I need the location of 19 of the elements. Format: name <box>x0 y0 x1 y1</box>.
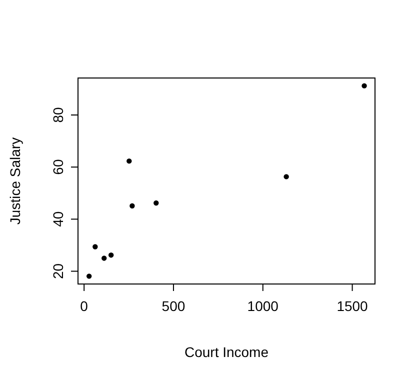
x-tick-label: 0 <box>80 298 88 314</box>
point <box>130 203 135 208</box>
point <box>154 200 159 206</box>
x-tick-label: 1000 <box>247 298 279 314</box>
y-tick-label: 60 <box>50 159 66 175</box>
x-tick-label: 500 <box>162 298 186 314</box>
point <box>102 256 107 261</box>
x-tick-label: 1500 <box>336 298 368 314</box>
y-axis-title: Justice Salary <box>7 137 23 225</box>
point <box>284 174 289 180</box>
y-tick-label: 80 <box>50 106 66 123</box>
x-axis-title: Court Income <box>184 344 269 360</box>
point <box>362 83 367 88</box>
y-tick-label: 20 <box>50 263 66 280</box>
point <box>86 274 92 279</box>
point <box>108 252 114 258</box>
point <box>126 158 132 164</box>
point <box>92 244 98 250</box>
y-tick-label: 40 <box>50 211 66 227</box>
